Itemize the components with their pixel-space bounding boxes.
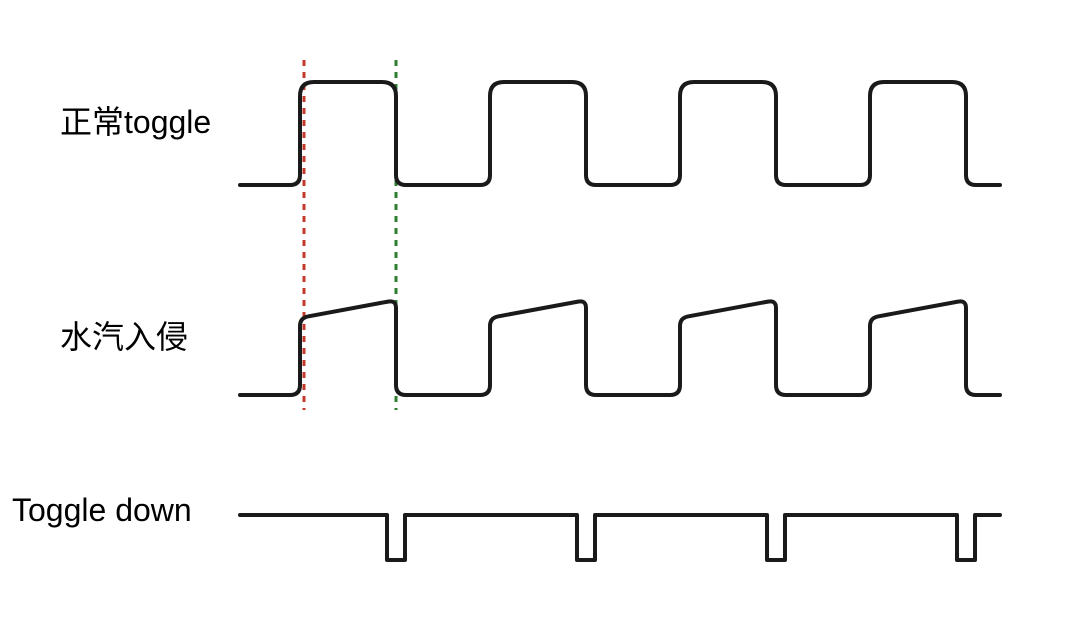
- waveform-svg: [0, 0, 1076, 618]
- diagram-canvas: 正常toggle 水汽入侵 Toggle down: [0, 0, 1076, 618]
- wave-moisture: [240, 301, 1000, 395]
- wave-normal-toggle: [240, 82, 1000, 185]
- wave-toggle-down: [240, 515, 1000, 560]
